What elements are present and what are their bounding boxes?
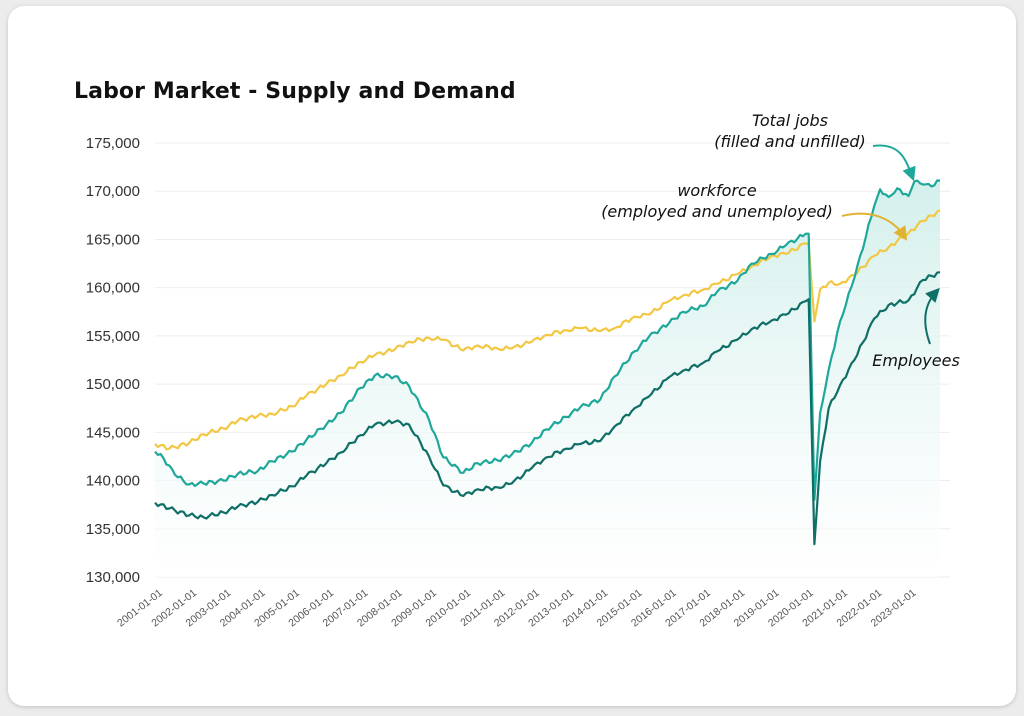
y-tick-label: 160,000 (86, 280, 140, 297)
annotations: Total jobs (filled and unfilled) workforce… (601, 111, 960, 370)
y-tick-label: 130,000 (86, 569, 140, 586)
annotation-workforce: workforce (677, 181, 757, 200)
y-tick-label: 150,000 (86, 376, 140, 393)
annotation-workforce: (employed and unemployed) (601, 202, 833, 221)
chart-title: Labor Market - Supply and Demand (74, 79, 516, 104)
fill-area (155, 180, 940, 577)
series-lines (154, 179, 941, 546)
y-tick-label: 145,000 (86, 424, 140, 441)
annotation-employees: Employees (872, 351, 960, 370)
annotation-total-jobs: Total jobs (752, 111, 828, 130)
annotation-arrow-employees (924, 287, 940, 345)
y-tick-label: 135,000 (86, 521, 140, 538)
annotation-arrow-workforce (841, 212, 908, 241)
annotation-total-jobs: (filled and unfilled) (714, 132, 866, 151)
area-total-jobs (155, 180, 940, 577)
y-tick-label: 140,000 (86, 473, 140, 490)
series-line-total-jobs (154, 179, 941, 501)
annotation-arrow-total-jobs (872, 144, 916, 182)
series-line-employees (154, 271, 941, 546)
y-tick-label: 170,000 (86, 183, 140, 200)
y-axis-ticks: 175,000 170,000 165,000 160,000 155,000 150,0… (86, 135, 140, 586)
x-axis-ticks: 2001-01-012002-01-012003-01-012004-01-01… (115, 587, 918, 630)
y-tick-label: 155,000 (86, 328, 140, 345)
y-tick-label: 175,000 (86, 135, 140, 152)
y-tick-label: 165,000 (86, 231, 140, 248)
